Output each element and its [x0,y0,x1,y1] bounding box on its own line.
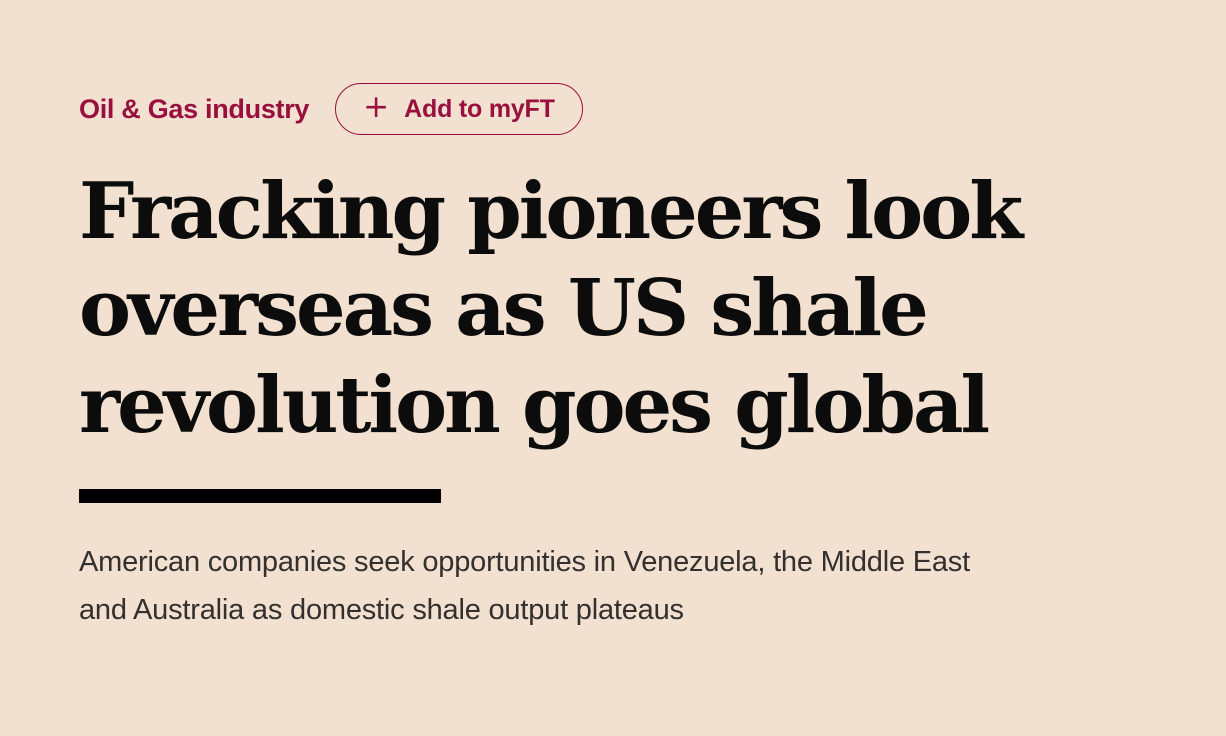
standfirst-line-2: and Australia as domestic shale output p… [79,594,684,626]
headline-line-1: Fracking pioneers look [79,166,1023,257]
article-headline: Fracking pioneers look overseas as US sh… [79,163,1186,454]
plus-icon: + [363,88,390,125]
headline-line-3: revolution goes global [79,360,990,451]
standfirst-line-1: American companies seek opportunities in… [79,546,970,578]
topic-row: Oil & Gas industry + Add to myFT [79,83,1186,135]
headline-line-2: overseas as US shale [79,263,929,354]
standfirst: American companies seek opportunities in… [79,538,1186,634]
add-to-myft-label: Add to myFT [404,94,555,123]
topic-tag-link[interactable]: Oil & Gas industry [79,93,310,124]
add-to-myft-button[interactable]: + Add to myFT [335,83,583,135]
headline-divider [79,489,441,503]
